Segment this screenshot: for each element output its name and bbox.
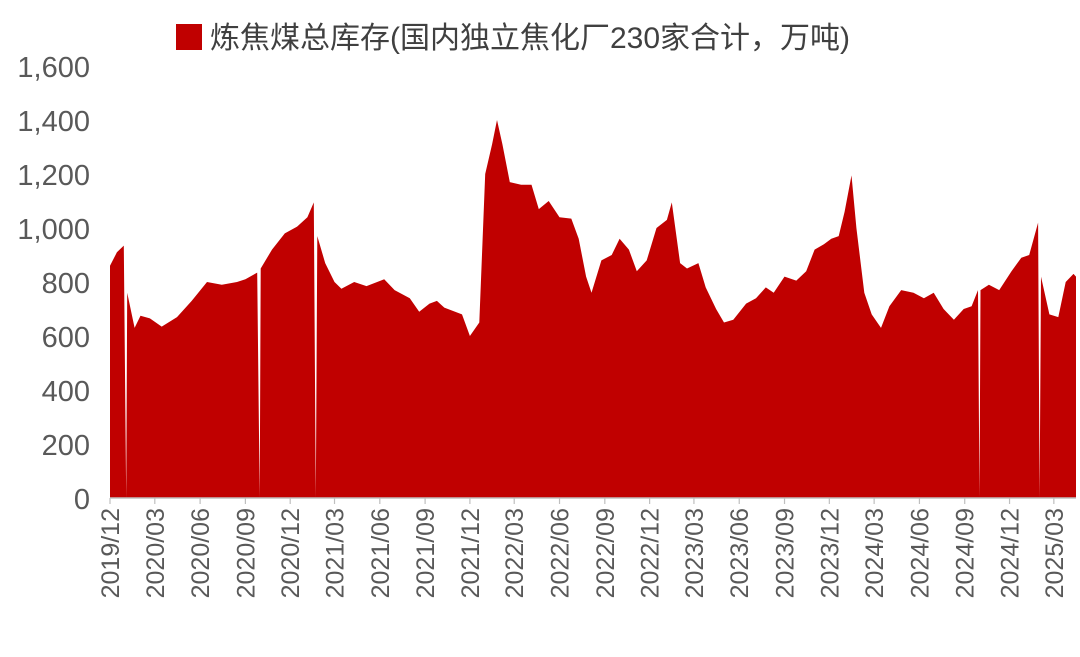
x-tick-label: 2020/12 <box>277 508 305 598</box>
x-tick-label: 2020/06 <box>187 508 215 598</box>
x-tick-label: 2022/12 <box>637 508 665 598</box>
y-tick-label: 200 <box>42 430 90 462</box>
legend-swatch <box>176 24 202 50</box>
x-tick-label: 2023/03 <box>681 508 709 598</box>
x-tick-label: 2022/06 <box>547 508 575 598</box>
x-tick-label: 2021/03 <box>322 508 350 598</box>
x-tick-label: 2023/12 <box>816 508 844 598</box>
x-tick-label: 2024/09 <box>952 508 980 598</box>
x-tick-label: 2023/09 <box>772 508 800 598</box>
x-tick-label: 2019/12 <box>97 508 125 598</box>
legend: 炼焦煤总库存(国内独立焦化厂230家合计，万吨) <box>176 22 850 55</box>
x-tick-label: 2020/09 <box>232 508 260 598</box>
series-area-0 <box>110 120 1076 498</box>
y-tick-label: 1,200 <box>17 160 90 192</box>
y-axis: 0 200 400 600 800 1,000 1,200 1,400 1,600 <box>17 52 90 516</box>
y-tick-label: 400 <box>42 376 90 408</box>
x-tick-label: 2021/09 <box>412 508 440 598</box>
x-tick-label: 2023/06 <box>726 508 754 598</box>
y-tick-label: 800 <box>42 268 90 300</box>
y-tick-label: 1,600 <box>17 52 90 84</box>
x-tick-label: 2022/03 <box>501 508 529 598</box>
x-tick-label: 2020/03 <box>142 508 170 598</box>
plot-area <box>110 120 1076 498</box>
x-tick-label: 2025/03 <box>1041 508 1069 598</box>
x-tick-label: 2022/09 <box>592 508 620 598</box>
x-tick-label: 2021/12 <box>457 508 485 598</box>
x-tick-label: 2024/12 <box>997 508 1025 598</box>
y-tick-label: 0 <box>74 484 90 516</box>
y-tick-label: 600 <box>42 322 90 354</box>
x-tick-label: 2024/03 <box>861 508 889 598</box>
y-tick-label: 1,400 <box>17 106 90 138</box>
x-tick-label: 2024/06 <box>906 508 934 598</box>
y-tick-label: 1,000 <box>17 214 90 246</box>
legend-label: 炼焦煤总库存(国内独立焦化厂230家合计，万吨) <box>210 22 850 55</box>
x-tick-label: 2021/06 <box>367 508 395 598</box>
x-axis: 2019/12 2020/03 2020/06 2020/09 2020/12 2021/… <box>97 497 1076 598</box>
